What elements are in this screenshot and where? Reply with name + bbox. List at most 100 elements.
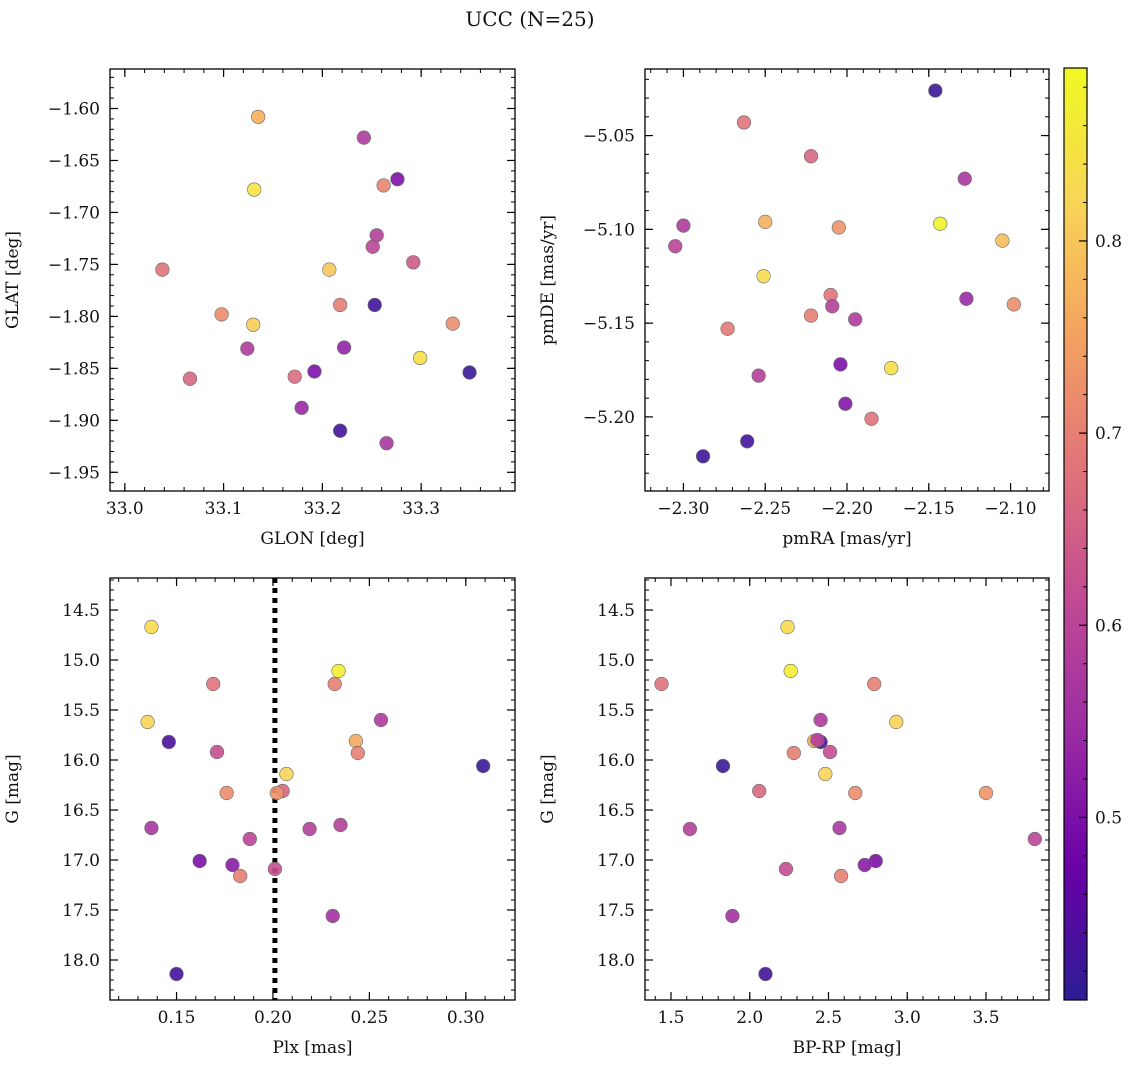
x-tick-label: 0.20: [254, 1008, 292, 1028]
scatter-point: [1006, 297, 1021, 312]
x-axis-label: GLON [deg]: [260, 529, 364, 549]
scatter-point: [247, 182, 262, 197]
scatter-point: [720, 321, 735, 336]
x-tick-label: 33.2: [303, 499, 341, 519]
y-tick-label: 17.0: [597, 851, 635, 871]
scatter-point: [654, 676, 669, 692]
x-tick-label: 3.5: [972, 1008, 999, 1028]
x-tick-label: −2.20: [821, 499, 873, 519]
scatter-point: [279, 766, 294, 782]
scatter-point: [831, 220, 846, 235]
y-tick-label: 15.0: [62, 651, 100, 671]
scatter-point: [356, 130, 371, 145]
scatter-point: [867, 676, 882, 692]
y-tick-label: 15.0: [597, 651, 635, 671]
x-tick-label: −2.15: [903, 499, 955, 519]
x-axis-label: pmRA [mas/yr]: [782, 529, 911, 549]
y-tick-label: −1.70: [48, 203, 100, 223]
scatter-point: [269, 785, 284, 801]
y-tick-label: −1.75: [48, 255, 100, 275]
scatter-point: [413, 350, 428, 366]
scatter-point: [182, 371, 198, 386]
y-tick-label: −5.20: [583, 408, 635, 428]
scatter-point: [756, 269, 771, 284]
scatter-point: [365, 239, 380, 254]
scatter-point: [144, 619, 159, 635]
y-axis-label: G [mag]: [3, 754, 23, 823]
scatter-point: [833, 357, 848, 372]
y-axis-label: GLAT [deg]: [3, 231, 23, 329]
scatter-point: [668, 239, 683, 254]
scatter-point: [251, 109, 266, 124]
y-tick-label: −5.15: [583, 314, 635, 334]
x-tick-label: 3.0: [894, 1008, 921, 1028]
scatter-point: [778, 861, 794, 877]
scatter-point: [736, 115, 752, 130]
colorbar-gradient: [1063, 67, 1088, 1001]
y-axis-label: pmDE [mas/yr]: [538, 215, 558, 345]
scatter-point: [333, 423, 348, 438]
scatter-point: [889, 714, 904, 730]
scatter-point: [758, 966, 773, 982]
scatter-point: [294, 400, 309, 415]
y-tick-label: 16.5: [597, 801, 635, 821]
scatter-point: [978, 785, 994, 801]
scatter-point: [367, 297, 382, 313]
scatter-point: [715, 758, 731, 774]
scatter-point: [822, 744, 838, 760]
x-tick-label: 1.5: [657, 1008, 684, 1028]
y-tick-label: 15.5: [597, 701, 635, 721]
scatter-point: [848, 312, 863, 327]
scatter-point: [206, 676, 221, 692]
y-tick-label: −1.90: [48, 411, 100, 431]
y-tick-label: −1.60: [48, 99, 100, 119]
scatter-point: [833, 868, 849, 884]
x-axis-label: Plx [mas]: [272, 1038, 352, 1058]
scatter-point: [219, 785, 234, 801]
scatter-point: [725, 908, 740, 924]
scatter-point: [333, 297, 348, 313]
x-tick-label: 33.3: [402, 499, 440, 519]
scatter-point: [751, 368, 766, 383]
y-tick-label: 16.0: [62, 751, 100, 771]
scatter-point: [161, 734, 176, 750]
scatter-point: [1027, 831, 1042, 847]
axes-frame: [109, 68, 516, 492]
scatter-point: [169, 966, 184, 982]
panel-top-right: −2.30 −2.25 −2.20 −2.15 −2.10 −5.20 −5.15 −5.10…: [538, 68, 1050, 549]
scatter-point: [676, 218, 691, 233]
axes-frame: [644, 577, 1050, 1001]
scatter-point: [322, 262, 337, 277]
panel-top-left: 33.0 33.1 33.2 33.3 −1.95 −1.90 −1.85 −1.80 −1.7…: [3, 68, 516, 549]
scatter-point: [933, 216, 948, 231]
scatter-point: [240, 341, 255, 356]
scatter-point: [373, 712, 389, 728]
scatter-point: [884, 361, 899, 376]
scatter-point: [333, 817, 348, 833]
x-axis-label: BP-RP [mag]: [793, 1038, 902, 1058]
scatter-point: [959, 291, 974, 306]
scatter-point: [325, 908, 340, 924]
scatter-point: [848, 785, 863, 801]
scatter-point: [832, 820, 847, 836]
figure-title: UCC (N=25): [465, 7, 594, 31]
scatter-point: [225, 857, 240, 873]
scatter-point: [928, 83, 943, 98]
y-tick-label: 14.5: [62, 601, 100, 621]
scatter-point: [246, 317, 261, 332]
scatter-point: [214, 307, 229, 322]
scatter-point: [348, 733, 363, 749]
x-tick-label: −2.30: [657, 499, 709, 519]
scatter-point: [287, 369, 302, 384]
axes-frame: [109, 577, 516, 1001]
scatter-point: [307, 364, 322, 379]
scatter-point: [144, 820, 159, 836]
panels: 33.0 33.1 33.2 33.3 −1.95 −1.90 −1.85 −1.80 −1.7…: [3, 68, 1050, 1058]
y-tick-label: 18.0: [62, 951, 100, 971]
scatter-point: [350, 745, 365, 761]
scatter-point: [818, 766, 833, 782]
y-tick-label: 18.0: [597, 951, 635, 971]
x-tick-label: 33.1: [205, 499, 243, 519]
y-tick-label: 14.5: [597, 601, 635, 621]
